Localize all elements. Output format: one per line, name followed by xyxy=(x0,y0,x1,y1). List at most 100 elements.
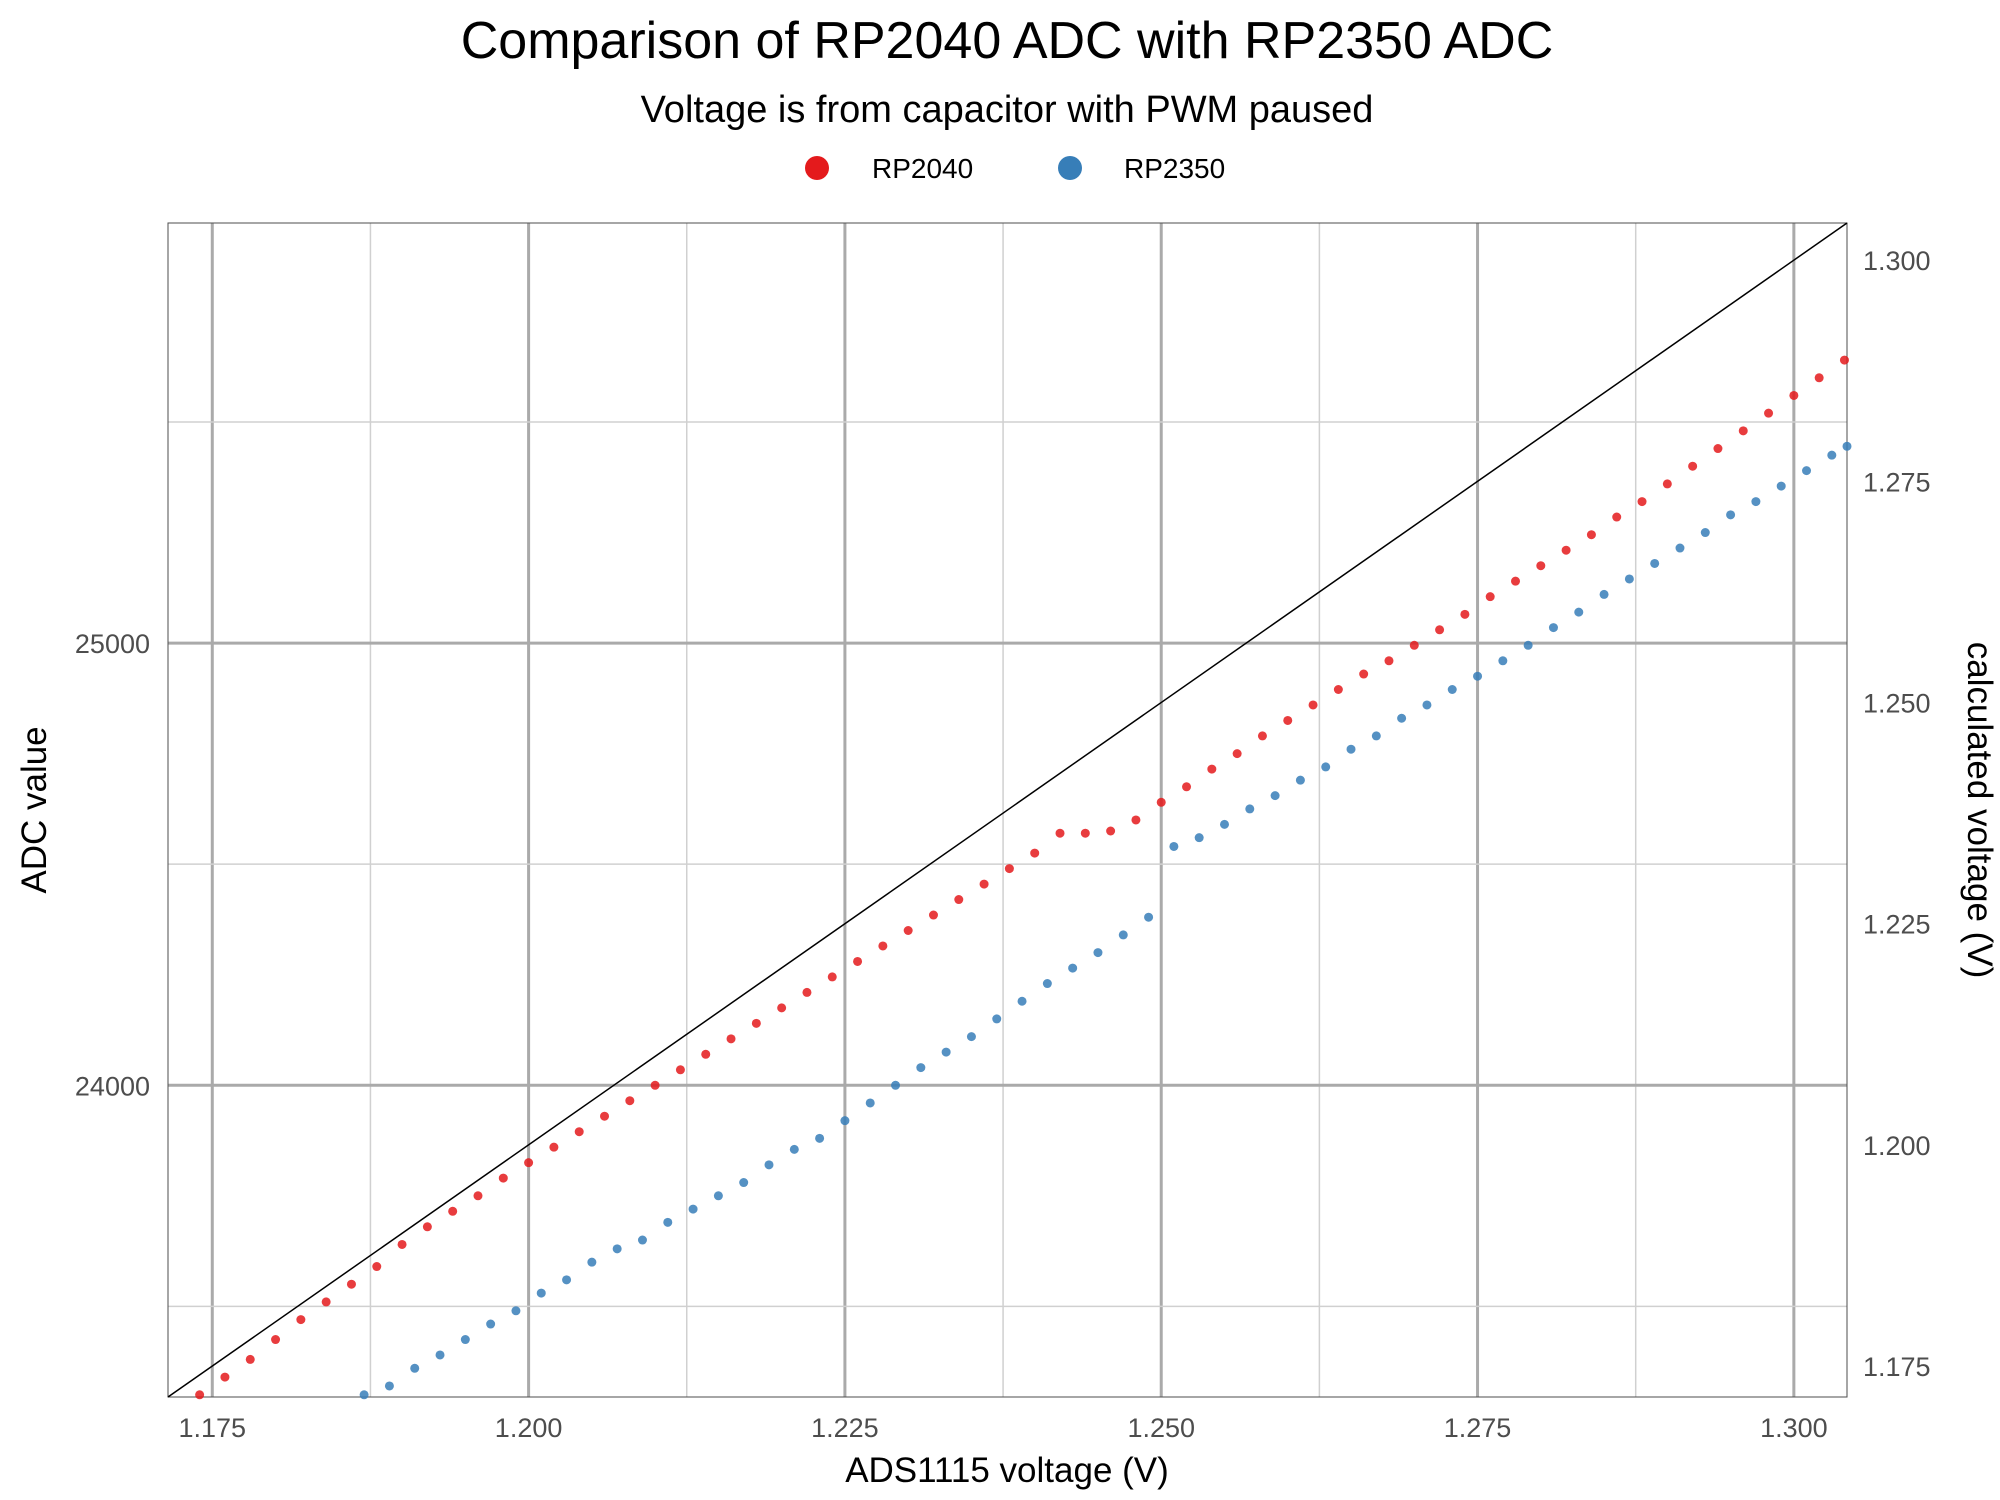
data-point-rp2040 xyxy=(751,1018,761,1028)
data-point-rp2040 xyxy=(448,1206,458,1216)
data-point-rp2350 xyxy=(1548,623,1558,633)
data-point-rp2040 xyxy=(1662,479,1672,489)
data-point-rp2040 xyxy=(220,1372,230,1382)
data-point-rp2040 xyxy=(346,1279,356,1289)
data-point-rp2040 xyxy=(1055,828,1065,838)
y-tick-label: 25000 xyxy=(75,629,150,659)
data-point-rp2350 xyxy=(1523,640,1533,650)
data-point-rp2350 xyxy=(1118,930,1128,940)
data-point-rp2040 xyxy=(979,879,989,889)
y2-tick-label: 1.250 xyxy=(1863,689,1931,719)
x-axis-ticks: 1.175 1.200 1.225 1.250 1.275 1.300 xyxy=(178,1413,1827,1443)
grid xyxy=(168,223,1847,1397)
y-axis-title: ADC value xyxy=(15,726,54,893)
data-point-rp2040 xyxy=(245,1354,255,1364)
legend-marker-rp2350 xyxy=(1058,156,1082,180)
data-point-rp2350 xyxy=(1068,963,1078,973)
data-point-rp2350 xyxy=(1802,466,1812,476)
data-point-rp2040 xyxy=(1156,797,1166,807)
data-point-rp2040 xyxy=(701,1049,711,1059)
legend-marker-rp2040 xyxy=(805,156,829,180)
data-point-rp2350 xyxy=(612,1244,622,1254)
data-point-rp2350 xyxy=(815,1133,825,1143)
data-point-rp2350 xyxy=(1346,744,1356,754)
data-point-rp2350 xyxy=(637,1235,647,1245)
data-point-rp2040 xyxy=(650,1080,660,1090)
data-point-rp2350 xyxy=(1574,607,1584,617)
data-point-rp2040 xyxy=(1738,426,1748,436)
data-point-rp2350 xyxy=(511,1306,521,1316)
data-point-rp2350 xyxy=(460,1335,470,1345)
data-points xyxy=(195,355,1852,1400)
data-point-rp2040 xyxy=(1030,848,1040,858)
data-point-rp2040 xyxy=(878,941,888,951)
data-point-rp2350 xyxy=(384,1381,394,1391)
data-point-rp2040 xyxy=(1131,815,1141,825)
data-point-rp2350 xyxy=(764,1160,774,1170)
data-point-rp2040 xyxy=(1561,545,1571,555)
data-point-rp2040 xyxy=(827,972,837,982)
x-tick-label: 1.200 xyxy=(495,1413,563,1443)
data-point-rp2040 xyxy=(777,1003,787,1013)
data-point-rp2350 xyxy=(941,1047,951,1057)
data-point-rp2350 xyxy=(1194,833,1204,843)
data-point-rp2350 xyxy=(1144,912,1154,922)
data-point-rp2040 xyxy=(600,1111,610,1121)
data-point-rp2040 xyxy=(549,1142,559,1152)
data-point-rp2040 xyxy=(853,956,863,966)
data-point-rp2350 xyxy=(1726,510,1736,520)
data-point-rp2040 xyxy=(1637,497,1647,507)
data-point-rp2350 xyxy=(1776,481,1786,491)
data-point-rp2040 xyxy=(1688,461,1698,471)
data-point-rp2040 xyxy=(422,1222,432,1232)
legend-label-rp2040: RP2040 xyxy=(872,153,973,184)
identity-line xyxy=(167,222,1848,1398)
data-point-rp2040 xyxy=(625,1096,635,1106)
data-point-rp2040 xyxy=(498,1173,508,1183)
data-point-rp2350 xyxy=(663,1217,673,1227)
data-point-rp2350 xyxy=(1498,656,1508,666)
data-point-rp2350 xyxy=(359,1390,369,1400)
data-point-rp2040 xyxy=(1004,864,1014,874)
data-point-rp2350 xyxy=(1295,775,1305,785)
y2-axis-ticks: 1.175 1.200 1.225 1.250 1.275 1.300 xyxy=(1863,246,1931,1382)
legend-label-rp2350: RP2350 xyxy=(1124,153,1225,184)
data-point-rp2350 xyxy=(1042,979,1052,989)
data-point-rp2350 xyxy=(562,1275,572,1285)
data-point-rp2040 xyxy=(675,1065,685,1075)
data-point-rp2040 xyxy=(1384,656,1394,666)
data-point-rp2350 xyxy=(486,1319,496,1329)
data-point-rp2040 xyxy=(1207,764,1217,774)
data-point-rp2040 xyxy=(1257,731,1267,741)
data-point-rp2040 xyxy=(1789,390,1799,400)
data-point-rp2350 xyxy=(1624,574,1634,584)
data-point-rp2040 xyxy=(1764,408,1774,418)
data-point-rp2040 xyxy=(473,1191,483,1201)
chart-title: Comparison of RP2040 ADC with RP2350 ADC xyxy=(461,12,1554,70)
data-point-rp2350 xyxy=(536,1288,546,1298)
data-point-rp2350 xyxy=(891,1080,901,1090)
y2-tick-label: 1.200 xyxy=(1863,1131,1931,1161)
data-point-rp2350 xyxy=(435,1350,445,1360)
data-point-rp2350 xyxy=(1321,762,1331,772)
data-point-rp2350 xyxy=(1675,543,1685,553)
data-point-rp2040 xyxy=(574,1127,584,1137)
data-point-rp2040 xyxy=(1612,512,1622,522)
data-point-rp2350 xyxy=(1270,791,1280,801)
data-point-rp2040 xyxy=(802,987,812,997)
reference-line xyxy=(167,222,1848,1398)
data-point-rp2040 xyxy=(1333,685,1343,695)
data-point-rp2040 xyxy=(1308,700,1318,710)
y2-axis-title: calculated voltage (V) xyxy=(1960,642,1999,979)
x-tick-label: 1.275 xyxy=(1444,1413,1512,1443)
data-point-rp2040 xyxy=(928,910,938,920)
data-point-rp2350 xyxy=(840,1116,850,1126)
data-point-rp2040 xyxy=(397,1239,407,1249)
data-point-rp2350 xyxy=(1700,528,1710,538)
data-point-rp2040 xyxy=(1359,669,1369,679)
data-point-rp2040 xyxy=(1232,749,1242,759)
data-point-rp2350 xyxy=(1827,450,1837,460)
data-point-rp2350 xyxy=(1473,671,1483,681)
data-point-rp2350 xyxy=(1599,589,1609,599)
data-point-rp2040 xyxy=(1080,828,1090,838)
